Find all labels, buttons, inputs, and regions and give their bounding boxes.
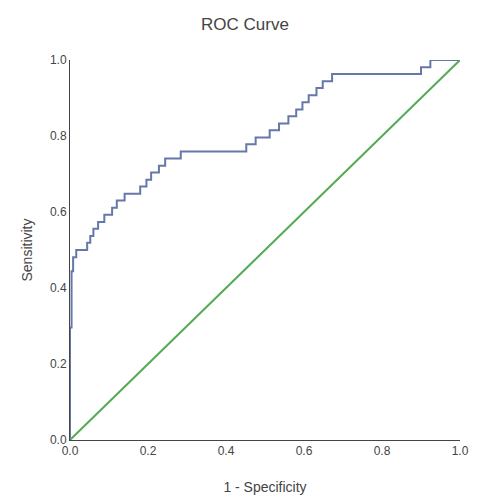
svg-text:0.2: 0.2 [50, 357, 67, 371]
svg-text:1 - Specificity: 1 - Specificity [223, 479, 306, 495]
svg-text:0.4: 0.4 [50, 281, 67, 295]
svg-text:0.6: 0.6 [296, 444, 313, 458]
svg-text:0.4: 0.4 [218, 444, 235, 458]
svg-text:0.8: 0.8 [374, 444, 391, 458]
svg-text:ROC Curve: ROC Curve [201, 15, 289, 34]
svg-text:1.0: 1.0 [452, 444, 469, 458]
svg-text:0.8: 0.8 [50, 129, 67, 143]
svg-text:0.2: 0.2 [140, 444, 157, 458]
svg-text:0.0: 0.0 [50, 433, 67, 447]
svg-text:0.0: 0.0 [62, 444, 79, 458]
svg-text:0.6: 0.6 [50, 205, 67, 219]
svg-text:Sensitivity: Sensitivity [19, 218, 35, 281]
svg-text:1.0: 1.0 [50, 53, 67, 67]
